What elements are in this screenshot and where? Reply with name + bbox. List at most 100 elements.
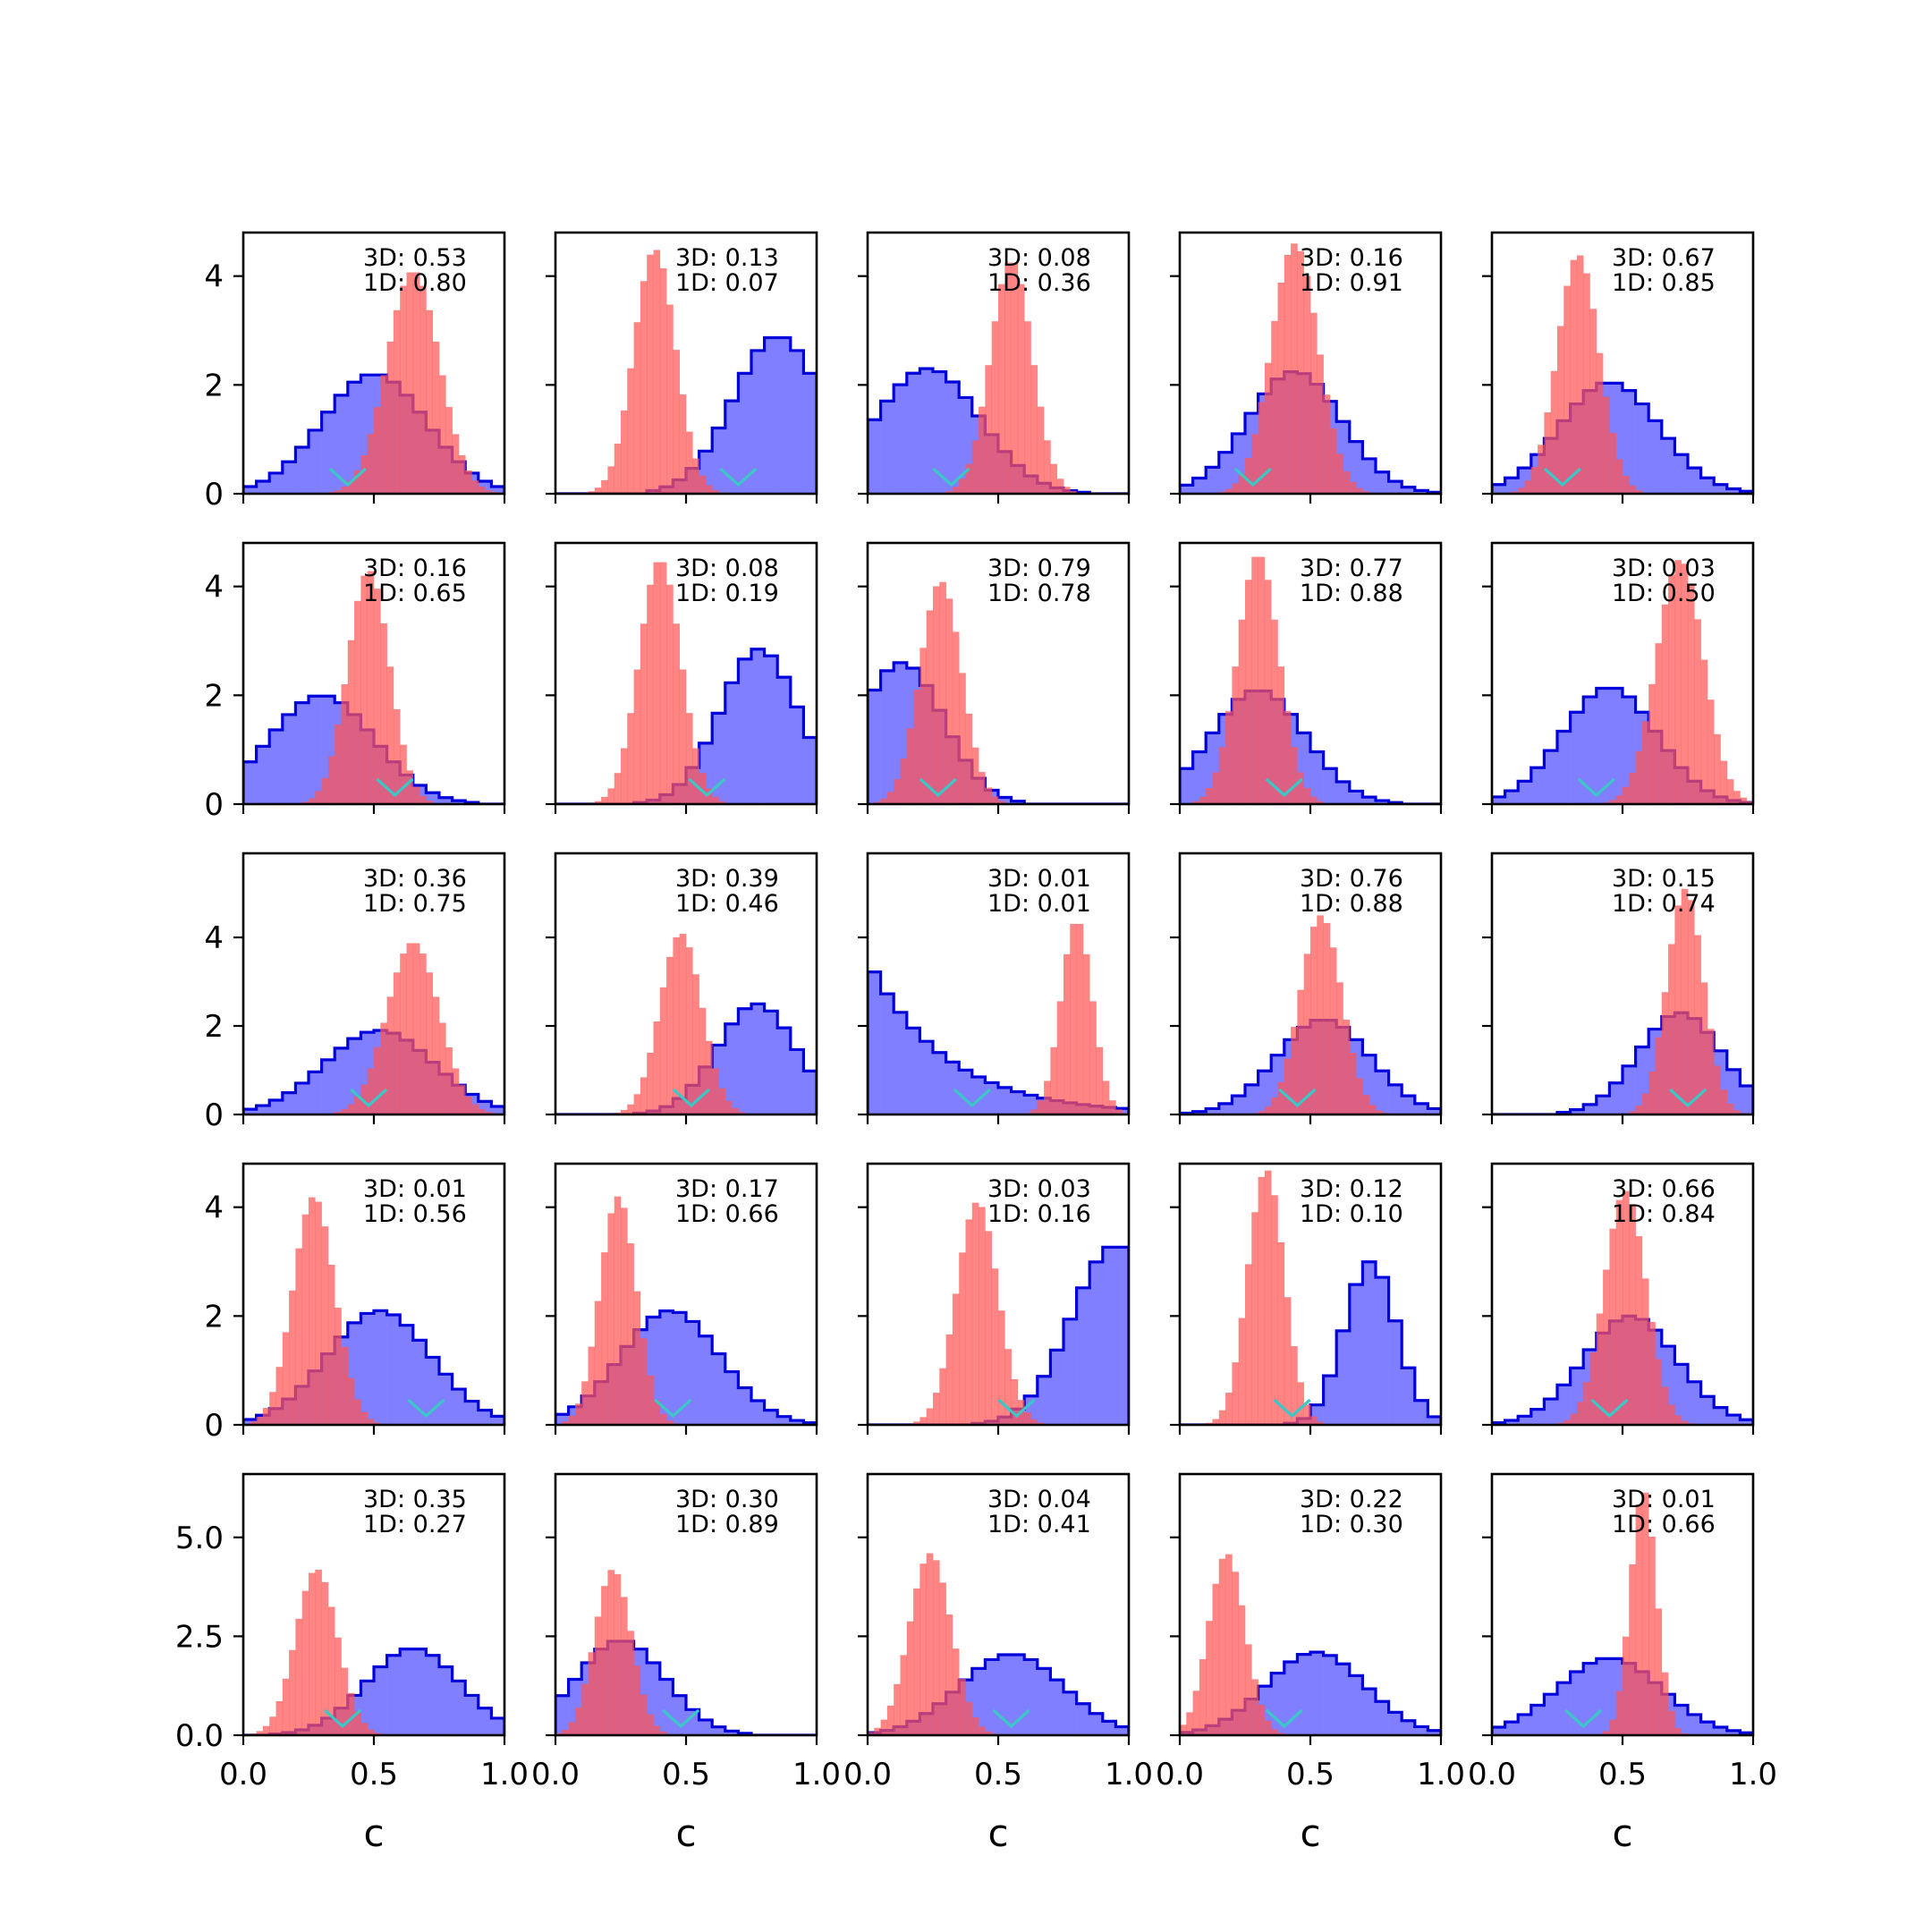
red-bar (640, 1694, 648, 1735)
blue-bar (1362, 1689, 1377, 1735)
blue-bar (945, 382, 960, 494)
red-bar (1089, 1001, 1097, 1114)
red-bar (282, 1678, 290, 1735)
red-bar (568, 1415, 576, 1425)
red-bar (289, 1290, 296, 1425)
red-bar (1030, 1109, 1038, 1114)
blue-bar (1115, 1726, 1129, 1735)
blue-bar (439, 797, 453, 804)
red-bar (1615, 795, 1623, 804)
red-bar (354, 1711, 361, 1735)
red-bar (1668, 944, 1675, 1114)
marker-check (1265, 1708, 1303, 1729)
red-bar (647, 584, 654, 804)
red-bar (1681, 1420, 1689, 1425)
red-bar (1688, 900, 1695, 1114)
red-bar (439, 375, 446, 494)
blue-bar (243, 761, 257, 804)
red-bar (679, 933, 687, 1114)
red-bar (1629, 1563, 1636, 1735)
blue-bar (1218, 1103, 1233, 1114)
red-bar (886, 792, 894, 804)
red-histogram (1603, 560, 1753, 804)
marker-check (688, 777, 726, 798)
blue-bar (555, 1695, 569, 1735)
red-bar (692, 748, 699, 804)
blue-bar (1376, 801, 1389, 804)
marker-check (376, 777, 414, 798)
annotation-1d: 1D: 0.30 (1300, 1511, 1403, 1538)
marker-check (1278, 1088, 1317, 1108)
red-bar (1070, 923, 1077, 1114)
red-bar (1603, 1269, 1610, 1425)
annotation-1d: 1D: 0.89 (675, 1511, 779, 1538)
blue-bar (1714, 1407, 1728, 1425)
red-bar (633, 669, 641, 804)
red-bar (913, 1421, 920, 1425)
red-bar (588, 1652, 596, 1735)
red-bar (594, 487, 602, 494)
blue-bar (335, 1047, 349, 1114)
blue-bar (738, 1387, 752, 1425)
red-bar (1635, 490, 1643, 494)
blue-bar (1726, 488, 1741, 494)
red-bar (1550, 370, 1558, 494)
marker-check (1265, 777, 1303, 798)
blue-bar (1089, 1261, 1104, 1425)
red-bar (309, 1197, 316, 1425)
blue-bar (1583, 697, 1597, 804)
annotation-1d: 1D: 0.41 (987, 1511, 1091, 1538)
blue-bar (1232, 1096, 1246, 1114)
blue-bar (374, 1666, 387, 1735)
red-bar (1082, 953, 1090, 1114)
red-bar (647, 254, 654, 494)
red-bar (991, 1268, 999, 1425)
blue-bar (1336, 781, 1351, 804)
blue-bar (764, 1011, 778, 1114)
red-bar (965, 713, 973, 804)
red-bar (426, 972, 433, 1114)
blue-bar (452, 1389, 466, 1425)
red-bar (1050, 1046, 1057, 1114)
red-bar (574, 1707, 582, 1735)
blue-bar (478, 1410, 492, 1425)
red-bar (647, 1052, 654, 1114)
red-bar (360, 1411, 368, 1425)
blue-histogram (555, 335, 817, 494)
blue-bar (686, 1321, 699, 1425)
red-bar (1661, 604, 1669, 804)
red-bar (380, 623, 387, 804)
red-bar (659, 987, 667, 1114)
blue-step-outline (1180, 689, 1441, 804)
blue-bar (880, 670, 894, 804)
annotation-3d: 3D: 0.53 (363, 244, 467, 272)
red-bar (607, 788, 614, 804)
red-bar (386, 996, 394, 1114)
blue-bar (998, 1087, 1012, 1114)
red-bar (1245, 580, 1252, 804)
red-bar (1356, 487, 1363, 494)
red-bar (1218, 1558, 1226, 1735)
blue-bar (1245, 1084, 1258, 1114)
red-bar (673, 623, 680, 804)
y-tick-label: 4 (204, 259, 224, 295)
red-bar (712, 1068, 719, 1114)
red-bar (601, 796, 608, 804)
blue-bar (1063, 1691, 1077, 1735)
red-bar (732, 1107, 739, 1114)
red-bar (588, 1346, 596, 1425)
red-bar (601, 1586, 608, 1735)
blue-bar (256, 746, 270, 804)
red-bar (1277, 1241, 1285, 1425)
red-bar (1609, 1228, 1616, 1425)
blue-bar (959, 1070, 973, 1114)
blue-bar (738, 373, 752, 494)
blue-bar (412, 1340, 427, 1425)
marker-check (1668, 1088, 1707, 1108)
blue-bar (1414, 490, 1428, 494)
red-bar (1264, 1170, 1272, 1425)
red-bar (1655, 1359, 1663, 1425)
